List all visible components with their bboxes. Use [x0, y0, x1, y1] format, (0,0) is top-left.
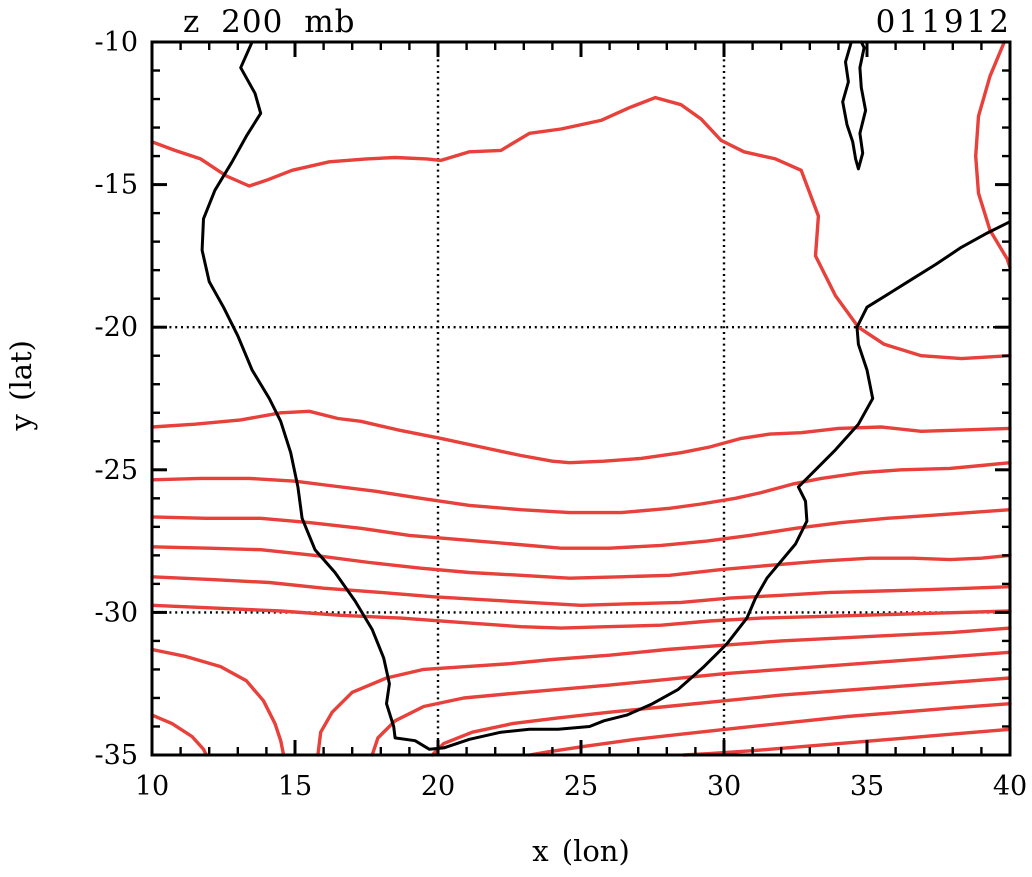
y-tick-label: -10 [95, 27, 138, 58]
x-tick-label: 15 [278, 771, 312, 802]
z-contour-2 [974, 40, 1012, 269]
y-tick-label: -20 [95, 312, 138, 343]
x-axis-label: x (lon) [532, 834, 630, 868]
z-contour-13 [430, 676, 1012, 757]
z-contour-9 [150, 647, 286, 757]
x-tick-label: 25 [564, 771, 598, 802]
plot-title: z 200 mb [183, 4, 356, 40]
z-contour-10 [150, 713, 209, 757]
z-contour-7 [150, 575, 1012, 607]
y-tick-label: -35 [95, 740, 138, 771]
run-id: 011912 [875, 4, 1012, 40]
z-contour-1 [150, 95, 1012, 361]
y-tick-label: -30 [95, 597, 138, 628]
z-contour-14 [527, 702, 1012, 757]
x-tick-label: 10 [135, 771, 169, 802]
z-contour-15 [682, 727, 1012, 757]
z-contour-6 [150, 545, 1012, 580]
x-tick-label: 35 [850, 771, 884, 802]
y-axis-label: y (lat) [4, 340, 38, 431]
z-contour-12 [370, 650, 1012, 757]
x-tick-label: 30 [707, 771, 741, 802]
z-contour-5 [150, 508, 1012, 550]
z-contour-8 [150, 603, 1012, 630]
z-contour-4 [150, 461, 1012, 515]
plot-frame [150, 40, 1012, 757]
y-tick-label: -25 [95, 455, 138, 486]
y-tick-label: -15 [95, 170, 138, 201]
x-tick-label: 40 [993, 771, 1027, 802]
coastline-lake-malawi [841, 40, 868, 171]
z-contour-11 [316, 626, 1012, 757]
z-contour-3 [150, 409, 1012, 465]
x-tick-label: 20 [421, 771, 455, 802]
coastline-southern-africa [200, 40, 1012, 751]
